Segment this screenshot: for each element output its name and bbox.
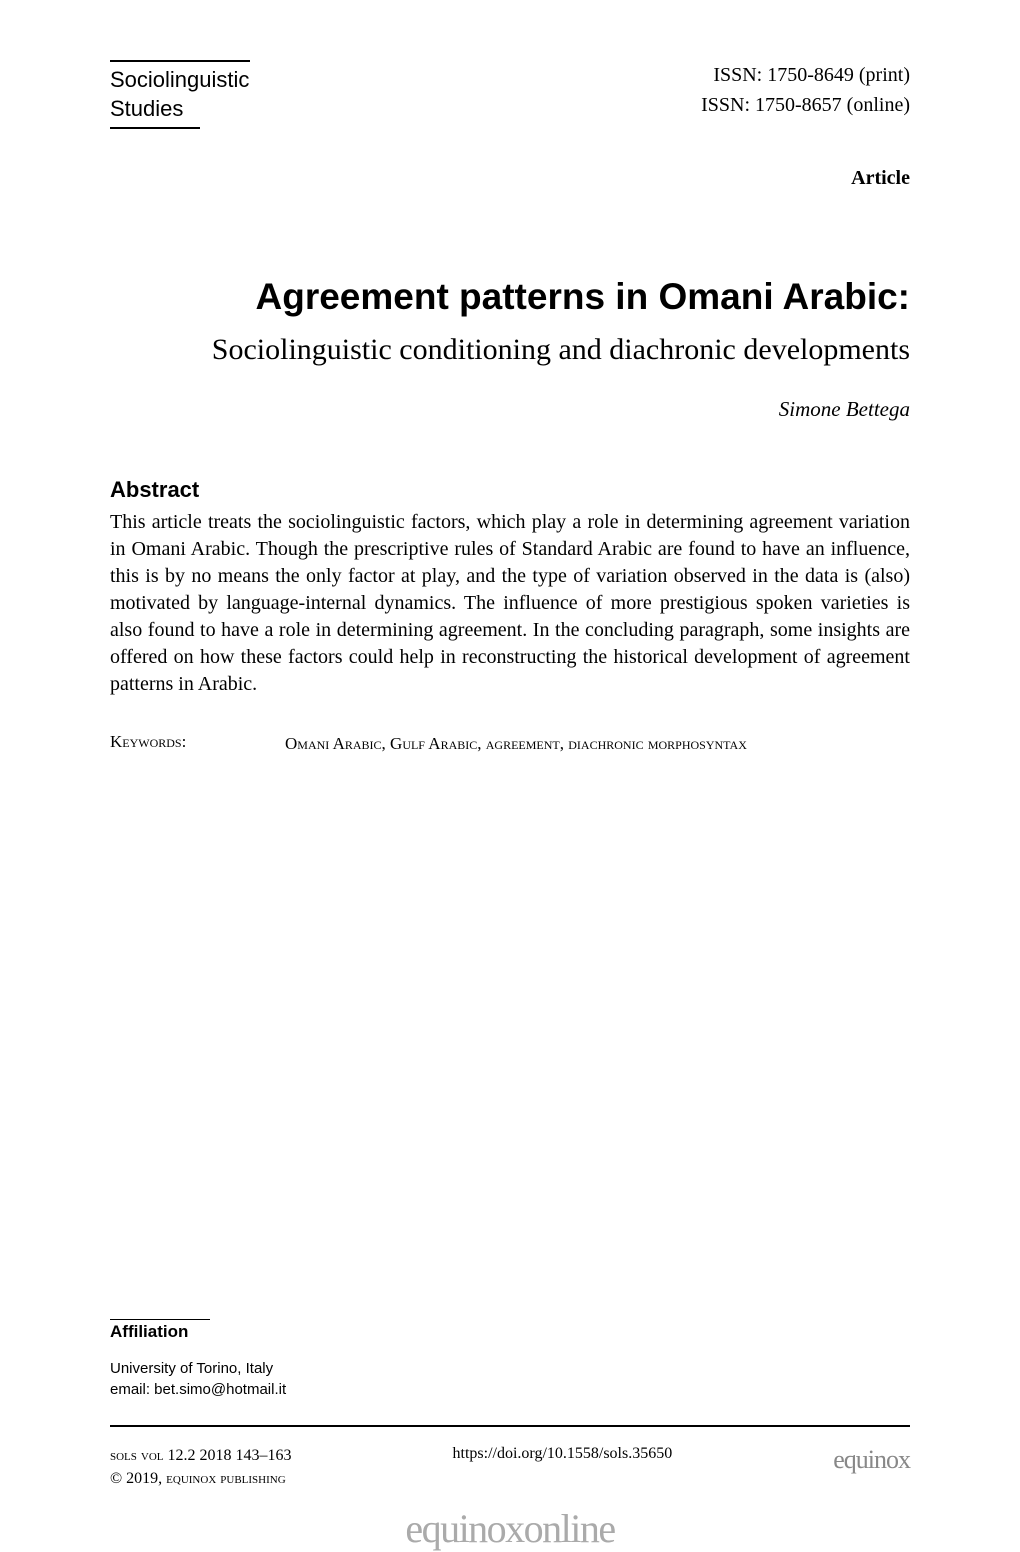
abstract-heading: Abstract <box>110 477 910 503</box>
affiliation-email: email: bet.simo@hotmail.it <box>110 1379 910 1400</box>
affiliation-heading: Affiliation <box>110 1322 910 1342</box>
author-name: Simone Bettega <box>110 397 910 422</box>
footer-row: sols vol 12.2 2018 143–163 © 2019, equin… <box>110 1445 910 1490</box>
footer-copyright: © 2019, equinox publishing <box>110 1468 292 1490</box>
equinox-logo: equinox <box>833 1445 910 1475</box>
journal-line-1: Sociolinguistic <box>110 60 250 95</box>
affiliation-rule <box>110 1319 210 1320</box>
journal-line-2: Studies <box>110 95 200 130</box>
keywords-label: Keywords: <box>110 732 285 756</box>
keywords-text: Omani Arabic, Gulf Arabic, agreement, di… <box>285 732 747 756</box>
article-subtitle: Sociolinguistic conditioning and diachro… <box>110 330 910 369</box>
article-label: Article <box>110 167 910 190</box>
issn-block: ISSN: 1750-8649 (print) ISSN: 1750-8657 … <box>701 60 910 120</box>
footer-rule <box>110 1425 910 1427</box>
affiliation-text: University of Torino, Italy email: bet.s… <box>110 1358 910 1400</box>
header: Sociolinguistic Studies ISSN: 1750-8649 … <box>110 60 910 129</box>
affiliation-section: Affiliation University of Torino, Italy … <box>110 1319 910 1400</box>
keywords-row: Keywords: Omani Arabic, Gulf Arabic, agr… <box>110 732 910 756</box>
footer-doi: https://doi.org/10.1558/sols.35650 <box>453 1445 673 1463</box>
affiliation-institution: University of Torino, Italy <box>110 1358 910 1379</box>
equinox-online-watermark: equinoxonline <box>0 1505 1020 1552</box>
abstract-text: This article treats the sociolinguistic … <box>110 509 910 698</box>
issn-print: ISSN: 1750-8649 (print) <box>701 60 910 90</box>
footer: sols vol 12.2 2018 143–163 © 2019, equin… <box>110 1425 910 1490</box>
footer-volume: sols vol 12.2 2018 143–163 <box>110 1445 292 1467</box>
issn-online: ISSN: 1750-8657 (online) <box>701 90 910 120</box>
article-title: Agreement patterns in Omani Arabic: <box>110 275 910 319</box>
journal-name-block: Sociolinguistic Studies <box>110 60 250 129</box>
footer-left: sols vol 12.2 2018 143–163 © 2019, equin… <box>110 1445 292 1490</box>
